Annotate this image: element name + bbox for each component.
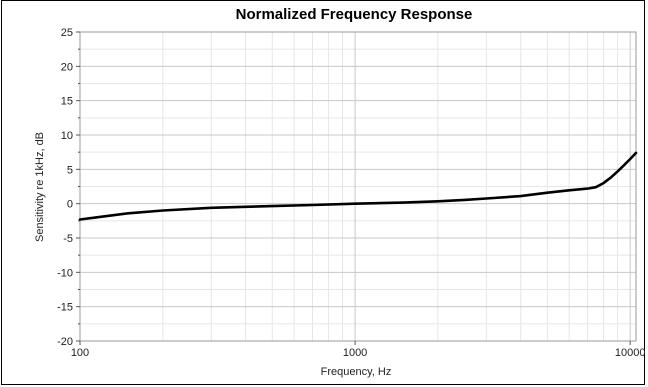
y-tick-label: 5 [67,164,73,176]
y-tick-label: 10 [61,130,73,142]
x-tick-label: 100 [71,347,89,359]
y-tick-label: 20 [61,61,73,73]
y-tick-label: 0 [67,199,73,211]
y-tick-label: 15 [61,96,73,108]
y-tick-label: -10 [57,267,73,279]
x-axis-label: Frequency, Hz [321,366,392,378]
y-tick-label: -20 [57,336,73,348]
chart-title: Normalized Frequency Response [236,6,473,23]
series-line [78,151,638,221]
x-tick-label: 1000 [343,347,367,359]
y-tick-label: -5 [63,233,73,245]
y-axis-label: Sensitivity re 1kHz, dB [34,132,46,242]
y-tick-label: -15 [57,302,73,314]
x-tick-label: 10000 [615,347,646,359]
y-tick-label: 25 [61,27,73,39]
